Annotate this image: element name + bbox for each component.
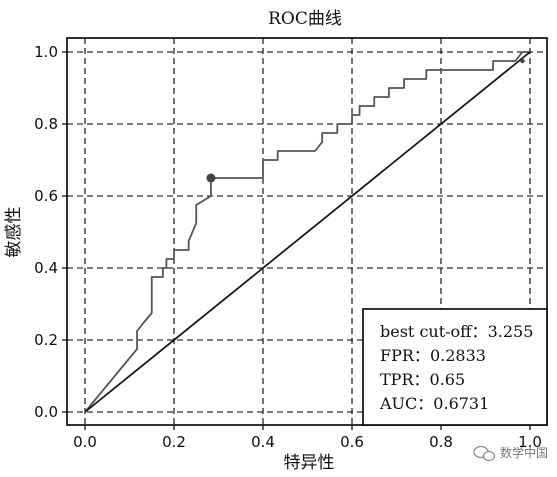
legend-frame [362,308,548,426]
legend-entry-best-cutoff: best cut-off：3.255 [380,322,533,341]
y-tick-label-3: 0.6 [34,187,58,205]
y-axis-label: 敏感性 [4,207,24,258]
best-cutoff-point [206,173,216,183]
diagonal-reference-line [84,51,531,413]
y-tick-label-0: 0.0 [34,403,58,421]
grid-lines [67,38,547,425]
plot-frame [66,37,548,426]
y-tick-label-5: 1.0 [34,43,58,61]
y-tick-label-2: 0.4 [34,259,58,277]
x-tick-label-2: 0.4 [251,433,275,451]
x-tick-label-4: 0.8 [429,433,453,451]
x-tick-label-0: 0.0 [73,433,97,451]
legend-entry-tpr: TPR：0.65 [380,370,465,389]
x-tick-label-1: 0.2 [162,433,186,451]
legend-entry-fpr: FPR：0.2833 [380,346,486,365]
highlight-points [206,58,525,183]
axis-ticks: 0.0 0.2 0.4 0.6 0.8 1.0 0.0 0.2 0.4 0.6 0.8 1.0 [34,43,542,451]
roc-curve-line [84,51,530,413]
legend-entry-auc: AUC：0.6731 [379,394,489,413]
wechat-icon [473,445,496,462]
x-tick-label-3: 0.6 [340,433,364,451]
watermark-text: 数学中国 [500,445,548,460]
legend-box: best cut-off：3.255 FPR：0.2833 TPR：0.65 A… [362,308,548,426]
watermark: 数学中国 [473,445,548,462]
end-point [520,58,525,64]
plot-series [84,51,531,413]
chart-title: ROC曲线 [268,9,342,29]
y-tick-label-4: 0.8 [34,115,58,133]
x-axis-label: 特异性 [284,453,335,473]
x-tick-label-5: 1.0 [518,433,542,451]
y-tick-label-1: 0.2 [34,331,58,349]
